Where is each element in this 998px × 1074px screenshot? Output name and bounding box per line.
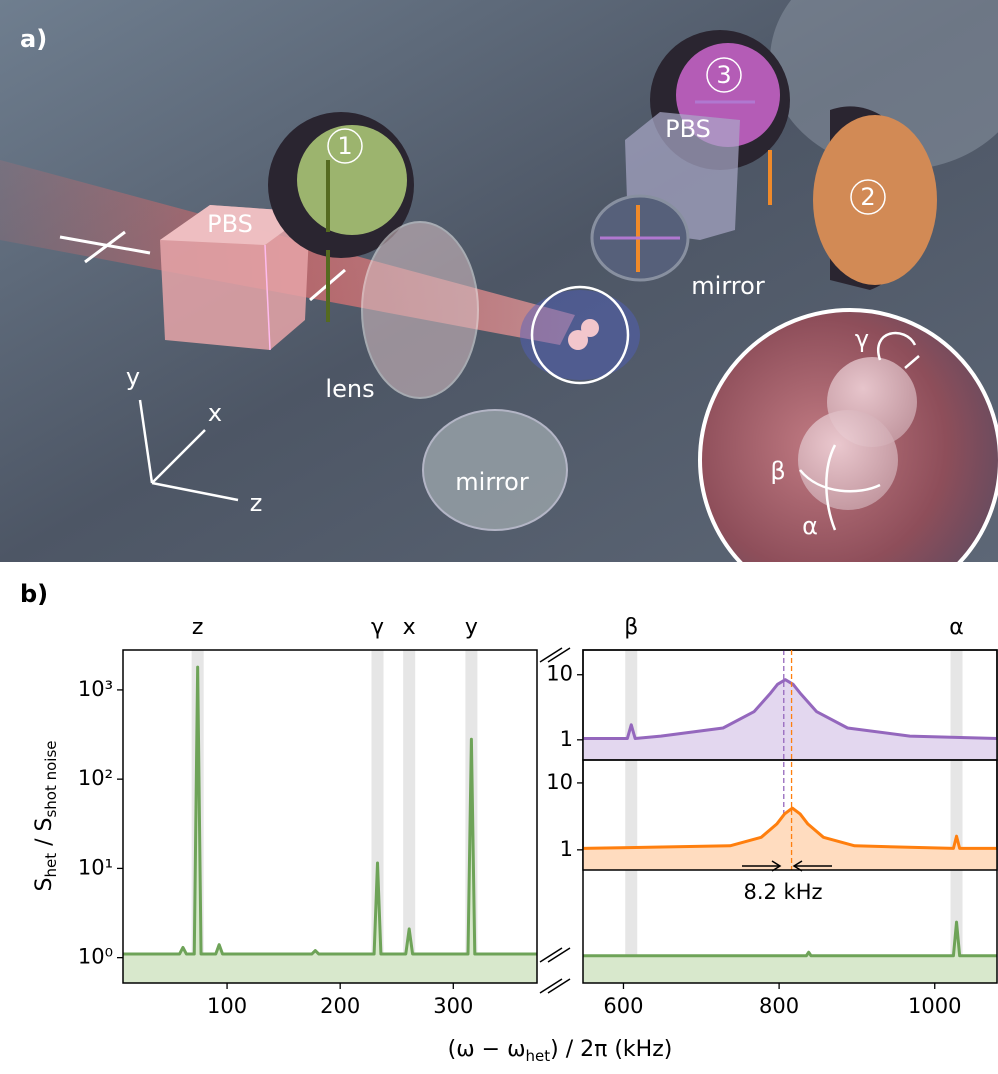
spectrum-line bbox=[123, 665, 537, 956]
x-tick-label: 600 bbox=[603, 994, 643, 1018]
plot-frame bbox=[582, 759, 998, 871]
width-arrows bbox=[742, 860, 832, 872]
x-axis-label-part: ) / 2π (kHz) bbox=[550, 1037, 672, 1062]
y-tick-label: 10 bbox=[546, 770, 573, 794]
x-axis-label: (ω − ωhet) / 2π (kHz) bbox=[448, 1037, 673, 1065]
x-axis-label-part: het bbox=[526, 1047, 551, 1065]
detector-number: 3 bbox=[716, 61, 731, 89]
y-tick-label: 1 bbox=[560, 837, 573, 861]
spectra: z γ x y 100 200 300 10⁰ 10¹ 10² 10³ Shet / Sshot no… bbox=[32, 615, 998, 1065]
mode-band bbox=[403, 650, 416, 983]
y-tick-label: 10 bbox=[546, 662, 573, 686]
spectrum-line bbox=[583, 920, 997, 958]
mode-label: γ bbox=[371, 615, 384, 640]
axis-label: x bbox=[208, 399, 222, 427]
rotation-label: α bbox=[802, 512, 818, 540]
plot-frame bbox=[122, 649, 538, 984]
mode-label: x bbox=[403, 615, 416, 640]
rotation-label: γ bbox=[855, 325, 869, 353]
x-axis-label-part: (ω − ω bbox=[448, 1037, 526, 1062]
mirror-label: mirror bbox=[455, 468, 529, 496]
axis-label: z bbox=[250, 489, 263, 517]
spectrum-fill bbox=[583, 808, 997, 870]
spectrum-fill bbox=[583, 679, 997, 760]
detector-number: 1 bbox=[337, 132, 352, 160]
x-tick-label: 800 bbox=[759, 994, 799, 1018]
spectrum-line bbox=[582, 806, 997, 850]
rotation-label: β bbox=[770, 457, 785, 485]
mode-label: z bbox=[192, 615, 204, 640]
y-tick-label: 1 bbox=[560, 727, 573, 751]
y-tick-label: 10⁰ bbox=[78, 945, 113, 969]
pbs-label: PBS bbox=[207, 210, 253, 238]
setup-illustration bbox=[0, 0, 998, 562]
panel-label: a) bbox=[20, 25, 47, 53]
y-axis-label-part: / S bbox=[32, 818, 57, 853]
mode-band bbox=[625, 650, 638, 983]
y-tick-label: 10² bbox=[78, 766, 113, 790]
axis-label: y bbox=[126, 363, 140, 391]
mode-label: y bbox=[465, 615, 478, 640]
panel-label: b) bbox=[20, 580, 48, 608]
x-tick-label: 1000 bbox=[908, 994, 961, 1018]
y-axis-label-part: het bbox=[42, 853, 60, 878]
axis-break bbox=[539, 647, 571, 994]
pbs-label: PBS bbox=[665, 115, 711, 143]
x-tick-label: 200 bbox=[320, 994, 360, 1018]
x-tick-label: 100 bbox=[207, 994, 247, 1018]
lens-label: lens bbox=[325, 375, 374, 403]
mode-band bbox=[950, 650, 963, 983]
mode-label: β bbox=[624, 615, 638, 640]
y-tick-label: 10³ bbox=[78, 677, 113, 701]
detector-number: 2 bbox=[860, 183, 875, 211]
linewidth-label: 8.2 kHz bbox=[743, 880, 822, 904]
mirror-label: mirror bbox=[691, 272, 765, 300]
y-tick-label: 10¹ bbox=[78, 855, 113, 879]
spectrum-line bbox=[583, 678, 998, 740]
mode-band bbox=[371, 650, 384, 983]
y-axis-label-part: shot noise bbox=[42, 740, 60, 817]
spectrum-fill bbox=[583, 922, 997, 983]
x-tick-label: 300 bbox=[433, 994, 473, 1018]
y-axis-label: Shet / Sshot noise bbox=[32, 740, 60, 891]
y-axis-label-part: S bbox=[32, 878, 57, 892]
mode-label: α bbox=[949, 615, 964, 640]
